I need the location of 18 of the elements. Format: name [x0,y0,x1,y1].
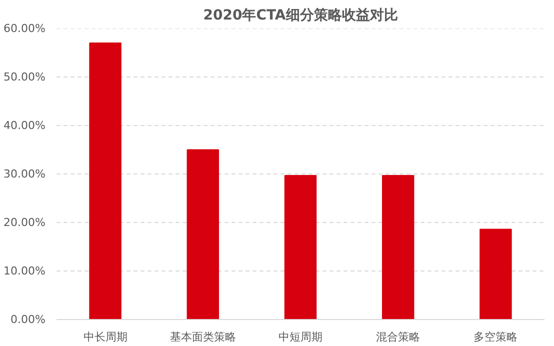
x-tick-label: 中短周期 [278,330,322,344]
bar [186,149,220,320]
y-tick-label: 60.00% [4,22,46,35]
y-tick-label: 30.00% [4,168,46,180]
bar [480,228,512,320]
y-tick-label: 50.00% [4,70,46,84]
bar [382,174,414,320]
y-tick-label: 10.00% [4,264,46,278]
y-tick-label: 20.00% [4,216,46,229]
chart-title: 2020年CTA细分策略收益对比 [203,8,398,24]
bar [284,174,317,320]
y-tick-label: 40.00% [4,119,46,132]
x-tick-label: 中长周期 [83,330,128,344]
x-tick-label: 混合策略 [376,330,420,344]
bar [89,42,122,320]
y-tick-label: 0.00% [10,313,46,326]
x-tick-label: 基本面类策略 [170,330,236,344]
x-tick-label: 多空策略 [474,330,518,344]
